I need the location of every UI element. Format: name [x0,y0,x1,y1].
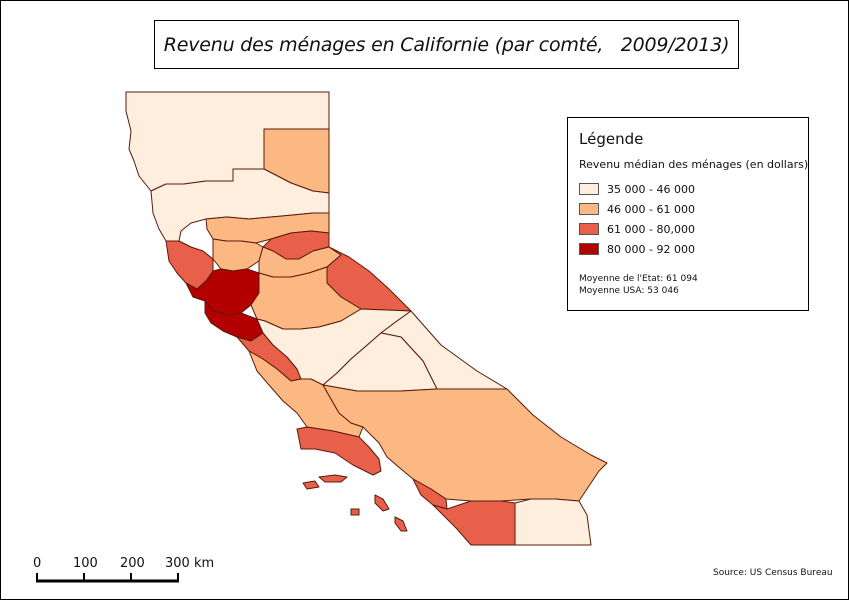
island-santa-cruz [318,474,348,483]
legend-item-class-4: 80 000 - 92 000 [579,242,695,256]
state-average: Moyenne de l'Etat: 61 094 [579,274,698,284]
legend-swatch [579,203,599,215]
usa-average: Moyenne USA: 53 046 [579,286,679,296]
source-credit: Source: US Census Bureau [713,568,833,578]
county-region-sacramento[interactable] [212,238,264,272]
legend-label: 61 000 - 80,000 [607,222,695,236]
county-region-ventura-la[interactable] [296,426,382,476]
title-box: Revenu des ménages en Californie (par co… [154,20,739,69]
island-san-nicolas [350,508,360,516]
legend-item-class-2: 46 000 - 61 000 [579,202,695,216]
legend-subtitle: Revenu médian des ménages (en dollars) [579,158,809,171]
map-title: Revenu des ménages en Californie (par co… [163,33,730,56]
scale-label-100: 100 [73,556,98,571]
legend: Légende Revenu médian des ménages (en do… [567,117,809,311]
scale-label-0: 0 [33,556,42,571]
legend-swatch [579,183,599,195]
county-imperial[interactable] [514,498,592,546]
legend-title: Légende [579,130,644,148]
legend-label: 35 000 - 46 000 [607,182,695,196]
island-san-clemente [394,516,408,532]
scale-label-200: 200 [120,556,145,571]
legend-item-class-3: 61 000 - 80,000 [579,222,695,236]
legend-item-class-1: 35 000 - 46 000 [579,182,695,196]
scale-label-300: 300 km [165,556,215,571]
island-catalina [374,494,390,512]
legend-label: 46 000 - 61 000 [607,202,695,216]
legend-swatch [579,243,599,255]
legend-swatch [579,223,599,235]
legend-label: 80 000 - 92 000 [607,242,695,256]
island-santa-rosa [302,480,320,490]
